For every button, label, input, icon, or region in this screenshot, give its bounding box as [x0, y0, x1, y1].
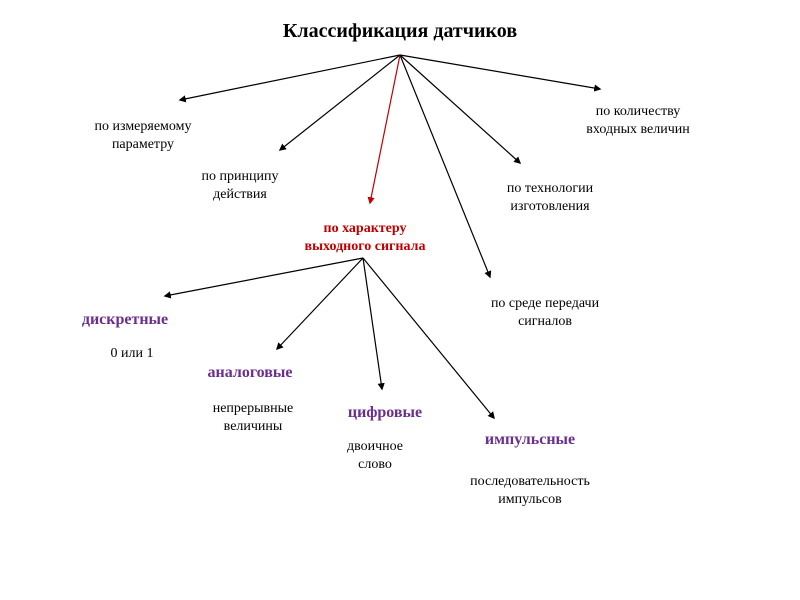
subcategory-desc-digital: двоичное слово: [347, 438, 403, 474]
subcategory-desc-impulse: последовательность импульсов: [470, 473, 590, 509]
category-principle: по принципу действия: [202, 168, 279, 204]
subbranch-line-analog: [277, 258, 363, 349]
branch-line-principle: [280, 55, 400, 150]
category-env-transfer: по среде передачи сигналов: [491, 295, 599, 331]
branch-line-output-signal: [370, 55, 400, 203]
subbranch-line-impulse: [363, 258, 494, 418]
category-technology: по технологии изготовления: [507, 180, 593, 216]
subcategory-digital: цифровые: [348, 403, 422, 424]
branch-line-measured-param: [180, 55, 400, 100]
subcategory-desc-discrete: 0 или 1: [111, 345, 154, 363]
subbranch-line-digital: [363, 258, 382, 389]
category-output-signal: по характеру выходного сигнала: [305, 220, 426, 256]
connector-svg: [0, 0, 800, 600]
subbranch-line-discrete: [165, 258, 363, 296]
branch-line-technology: [400, 55, 520, 163]
category-measured-param: по измеряемому параметру: [95, 118, 192, 154]
subcategory-impulse: импульсные: [485, 430, 575, 451]
category-input-quantity: по количеству входных величин: [586, 103, 689, 139]
subcategory-analog: аналоговые: [207, 363, 292, 384]
diagram-title: Классификация датчиков: [283, 18, 517, 44]
subcategory-discrete: дискретные: [82, 310, 168, 331]
branch-line-input-quantity: [400, 55, 600, 89]
subcategory-desc-analog: непрерывные величины: [213, 400, 294, 436]
